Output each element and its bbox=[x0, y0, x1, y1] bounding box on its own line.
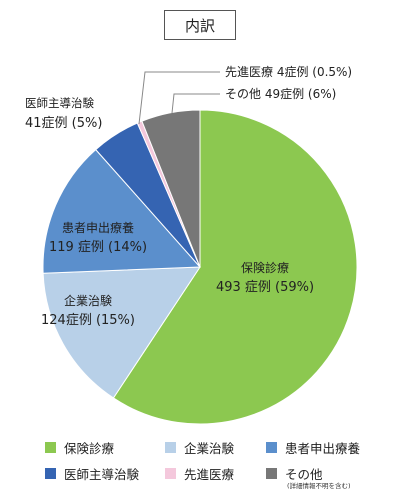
legend-swatch-ishi bbox=[45, 468, 56, 479]
legend-label-ishi: 医師主導治験 bbox=[64, 467, 140, 482]
slice-label-name-ishi: 医師主導治験 bbox=[25, 96, 94, 110]
slice-label-name-kigyo: 企業治験 bbox=[64, 293, 112, 308]
legend-item-senshin: 先進医療 bbox=[165, 464, 234, 483]
legend-note: (詳細情報不明を含む) bbox=[287, 482, 351, 490]
slice-label-senshin: 先進医療 4症例 (0.5%) bbox=[225, 64, 352, 79]
pie-slice-hoken bbox=[112, 109, 358, 425]
legend-label-sonota: その他 bbox=[285, 467, 323, 482]
legend-swatch-kigyo bbox=[165, 442, 176, 453]
slice-label-value-kanja: 119 症例 (14%) bbox=[49, 240, 147, 255]
legend-item-hoken: 保険診療 bbox=[45, 438, 114, 457]
slice-label-value-hoken: 493 症例 (59%) bbox=[216, 280, 314, 295]
pie-slice-kanja bbox=[42, 148, 202, 274]
slice-label-value-ishi: 41症例 (5%) bbox=[25, 116, 102, 131]
legend-swatch-kanja bbox=[266, 442, 277, 453]
slice-label-name-hoken: 保険診療 bbox=[241, 260, 289, 275]
chart-legend: 保険診療 企業治験 患者申出療養 医師主導治験 先進医療 その他 bbox=[0, 430, 400, 500]
legend-label-kanja: 患者申出療養 bbox=[285, 441, 361, 456]
slice-label-sonota: その他 49症例 (6%) bbox=[225, 86, 336, 101]
legend-item-kanja: 患者申出療養 bbox=[266, 438, 360, 457]
legend-label-senshin: 先進医療 bbox=[184, 467, 235, 482]
legend-item-ishi: 医師主導治験 bbox=[45, 464, 139, 483]
legend-swatch-sonota bbox=[266, 468, 277, 479]
pie-slice-kigyo bbox=[42, 266, 201, 399]
legend-label-hoken: 保険診療 bbox=[64, 441, 115, 456]
slice-label-name-kanja: 患者申出療養 bbox=[62, 220, 134, 235]
legend-item-sonota: その他 bbox=[266, 464, 323, 483]
slice-label-value-kigyo: 124症例 (15%) bbox=[41, 313, 135, 328]
leader-line-sonota bbox=[171, 93, 220, 114]
pie-slice-sonota bbox=[141, 109, 201, 268]
legend-swatch-senshin bbox=[165, 468, 176, 479]
legend-swatch-hoken bbox=[45, 442, 56, 453]
legend-item-kigyo: 企業治験 bbox=[165, 438, 234, 457]
pie-chart: 保険診療 493 症例 (59%) 企業治験 124症例 (15%) 患者申出療養 119… bbox=[25, 64, 358, 425]
legend-label-kigyo: 企業治験 bbox=[184, 441, 235, 456]
leader-line-senshin bbox=[138, 71, 220, 125]
chart-title: 内訳 bbox=[164, 10, 236, 40]
